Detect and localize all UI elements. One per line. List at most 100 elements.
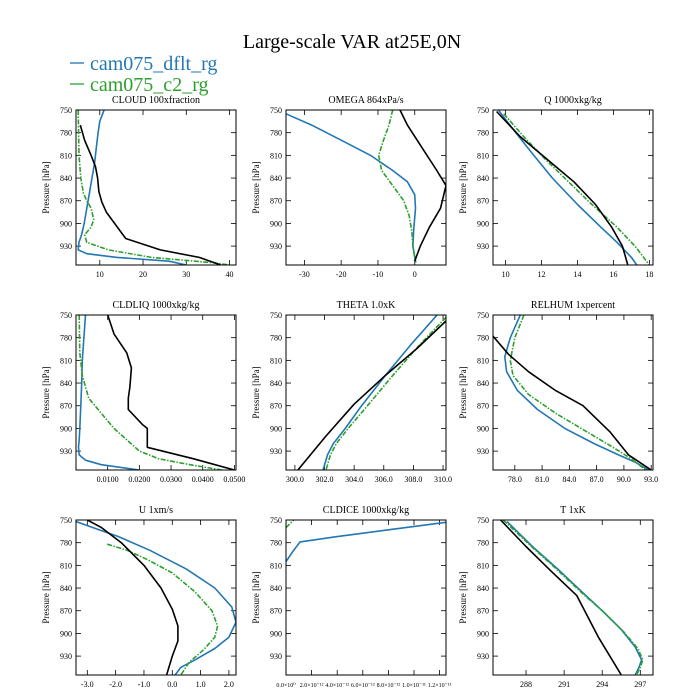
y-tick-label: 750 bbox=[270, 516, 282, 525]
series-group bbox=[496, 110, 651, 265]
y-tick-label: 930 bbox=[60, 652, 72, 661]
panel-6: RELHUM 1xpercent Pressure [hPa] 750 780 810 8… bbox=[458, 300, 658, 484]
x-tick-label: 294 bbox=[596, 680, 608, 689]
x-tick-label: 12 bbox=[538, 270, 546, 279]
series-cam075_c2_rg bbox=[78, 315, 222, 470]
series-cam075_dflt_rg bbox=[286, 521, 446, 563]
y-axis-label: Pressure [hPa] bbox=[458, 571, 468, 623]
x-tick-label: -10 bbox=[373, 270, 384, 279]
legend: cam075_dflt_rg cam075_c2_rg bbox=[70, 53, 217, 96]
x-tick-label: 2.0×10⁻¹² bbox=[300, 683, 324, 689]
plot-frame bbox=[75, 314, 237, 471]
series-group bbox=[77, 110, 230, 265]
y-axis-label: Pressure [hPa] bbox=[41, 571, 51, 623]
series-black bbox=[399, 110, 446, 262]
x-tick-label: 302.0 bbox=[316, 475, 334, 484]
series-black bbox=[86, 520, 179, 675]
y-tick-label: 810 bbox=[60, 561, 72, 570]
series-cam075_dflt_rg bbox=[506, 520, 643, 675]
x-tick-label: -1.0 bbox=[138, 680, 151, 689]
y-tick-label: 840 bbox=[60, 584, 72, 593]
y-tick-label: 900 bbox=[477, 424, 489, 433]
y-axis-label: Pressure [hPa] bbox=[251, 161, 261, 213]
y-tick-label: 870 bbox=[270, 607, 282, 616]
y-tick-label: 810 bbox=[477, 561, 489, 570]
x-tick-label: -30 bbox=[299, 270, 310, 279]
series-cam075_dflt_rg bbox=[286, 113, 417, 262]
y-tick-label: 870 bbox=[477, 197, 489, 206]
x-tick-label: 90.0 bbox=[617, 475, 631, 484]
series-cam075_c2_rg bbox=[106, 543, 219, 675]
y-tick-label: 780 bbox=[60, 539, 72, 548]
y-tick-label: 900 bbox=[270, 424, 282, 433]
figure-title: Large-scale VAR at25E,0N bbox=[243, 31, 461, 53]
y-tick-label: 780 bbox=[477, 334, 489, 343]
y-tick-label: 840 bbox=[60, 379, 72, 388]
y-tick-label: 930 bbox=[60, 242, 72, 251]
series-group bbox=[286, 520, 446, 563]
y-tick-label: 750 bbox=[60, 311, 72, 320]
y-axis-label: Pressure [hPa] bbox=[41, 366, 51, 418]
y-tick-label: 900 bbox=[60, 219, 72, 228]
y-axis-label: Pressure [hPa] bbox=[458, 366, 468, 418]
x-tick-label: 6.0×10⁻¹² bbox=[351, 683, 375, 689]
panel-title: RELHUM 1xpercent bbox=[531, 300, 615, 311]
x-tick-label: 14 bbox=[573, 270, 581, 279]
y-tick-label: 840 bbox=[270, 584, 282, 593]
x-tick-label: 40 bbox=[226, 270, 234, 279]
y-tick-label: 870 bbox=[477, 607, 489, 616]
x-tick-label: -20 bbox=[336, 270, 347, 279]
x-tick-label: 306.0 bbox=[375, 475, 393, 484]
y-tick-label: 810 bbox=[270, 356, 282, 365]
panel-2: OMEGA 864xPa/s Pressure [hPa] 750 780 810 840… bbox=[251, 95, 447, 279]
x-tick-label: 16 bbox=[609, 270, 617, 279]
y-tick-label: 900 bbox=[270, 219, 282, 228]
x-tick-label: -3.0 bbox=[81, 680, 94, 689]
y-tick-label: 870 bbox=[270, 197, 282, 206]
y-tick-label: 780 bbox=[477, 539, 489, 548]
plot-frame bbox=[492, 519, 654, 676]
series-black bbox=[79, 124, 222, 265]
y-tick-label: 930 bbox=[270, 447, 282, 456]
plot-frame bbox=[492, 109, 654, 266]
series-cam075_c2_rg bbox=[503, 113, 651, 265]
y-tick-label: 750 bbox=[270, 311, 282, 320]
panel-title: Q 1000xkg/kg bbox=[544, 95, 602, 106]
x-tick-label: 78.0 bbox=[508, 475, 522, 484]
panel-title: T 1xK bbox=[560, 505, 586, 516]
y-axis-label: Pressure [hPa] bbox=[458, 161, 468, 213]
x-tick-label: 1.0×10⁻¹¹ bbox=[402, 683, 426, 689]
series-cam075_c2_rg bbox=[509, 315, 647, 470]
legend-label-dflt: cam075_dflt_rg bbox=[90, 53, 217, 75]
y-tick-label: 900 bbox=[477, 629, 489, 638]
panel-3: Q 1000xkg/kg Pressure [hPa] 750 780 810 840 87… bbox=[458, 95, 654, 279]
series-group bbox=[286, 110, 446, 263]
x-tick-label: 4.0×10⁻¹² bbox=[325, 683, 349, 689]
y-tick-label: 840 bbox=[60, 174, 72, 183]
x-tick-label: 20 bbox=[139, 270, 147, 279]
y-tick-label: 810 bbox=[270, 561, 282, 570]
y-axis-label: Pressure [hPa] bbox=[251, 571, 261, 623]
x-tick-label: 87.0 bbox=[590, 475, 604, 484]
x-tick-label: 0.0400 bbox=[192, 475, 214, 484]
x-tick-label: 84.0 bbox=[562, 475, 576, 484]
y-tick-label: 780 bbox=[60, 334, 72, 343]
y-tick-label: 840 bbox=[477, 584, 489, 593]
series-black bbox=[496, 110, 629, 265]
x-tick-label: 18 bbox=[645, 270, 653, 279]
plot-frame bbox=[75, 519, 237, 676]
series-group bbox=[500, 520, 644, 675]
y-tick-label: 900 bbox=[60, 424, 72, 433]
panel-8: CLDICE 1000xkg/kg Pressure [hPa] 750 780 810… bbox=[251, 505, 452, 689]
x-tick-label: 30 bbox=[182, 270, 190, 279]
y-tick-label: 930 bbox=[477, 242, 489, 251]
x-tick-label: 300.0 bbox=[286, 475, 304, 484]
plot-frame bbox=[285, 519, 447, 676]
y-tick-label: 780 bbox=[270, 334, 282, 343]
plot-frame bbox=[75, 109, 237, 266]
y-tick-label: 900 bbox=[270, 629, 282, 638]
x-tick-label: 0.0300 bbox=[160, 475, 182, 484]
series-cam075_dflt_rg bbox=[503, 315, 649, 470]
panel-9: T 1xK Pressure [hPa] 750 780 810 840 870 900 930… bbox=[458, 505, 654, 689]
